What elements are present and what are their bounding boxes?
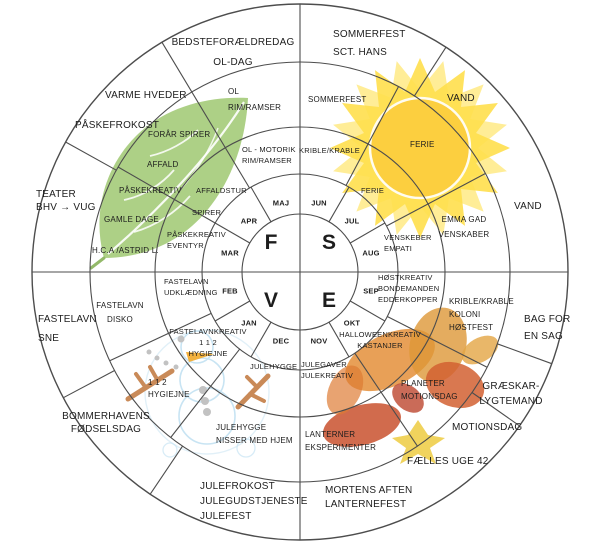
branch-arms (125, 365, 271, 410)
sector-label-easter-creative: PÅSKEKREATIV (119, 186, 182, 195)
sector-label-hca-astrid: H.C.A /ASTRID L. (92, 246, 159, 255)
quadrant-letter-autumn: E (321, 289, 337, 312)
sector-label-christmas-cosy-elves: JULEHYGGE NISSER MED HJEM (216, 423, 293, 445)
month-jun: JUN (311, 198, 327, 208)
sector-label-holiday-sun: FERIE (410, 140, 435, 149)
sector-label-christmas-cosy: JULEHYGGE (250, 362, 298, 371)
sector-label-fastelavn-disco: FASTELAVN DISKO (96, 301, 144, 324)
sector-label-motion-day: MOTIONSDAG (452, 422, 523, 433)
sector-label-easter-fairytale: PÅSKEKREATIV EVENTYR (167, 230, 226, 250)
month-feb: FEB (222, 286, 238, 296)
sector-label-grandparents-day: BEDSTEFORÆLDREDAG OL-DAG (171, 37, 295, 68)
month-mar: MAR (221, 248, 239, 258)
sector-label-planets-motion: PLANETER MOTIONSDAG (401, 379, 458, 401)
month-okt: OKT (343, 318, 361, 328)
sector-label-pumpkin-lantern: GRÆSKAR- LYGTEMAND (479, 381, 543, 407)
sector-label-water-right: VAND (514, 201, 542, 212)
summer-sun-illustration (330, 58, 510, 238)
autumn-leaves-illustration (323, 307, 499, 464)
sector-label-sprouts: SPIRER (192, 208, 222, 217)
month-maj: MAJ (272, 198, 290, 208)
sector-label-krible-krable: KRIBLE/KRABLE (299, 146, 360, 155)
sector-label-old-days: GAMLE DAGE (104, 215, 159, 224)
sector-label-waste-trip: AFFALDSTUR (196, 186, 247, 195)
spring-leaf-illustration (89, 97, 249, 270)
sector-label-christmas-gifts: JULEGAVER JULEKREATIV (301, 360, 354, 380)
month-dec: DEC (272, 336, 290, 346)
sector-label-warm-buns: VARME HVEDER (105, 90, 187, 101)
sector-label-bommerhaven-birthday: BOMMERHAVENS FØDSELSDAG (62, 411, 150, 435)
sector-label-ol-motor: OL - MOTORIK RIM/RAMSER (242, 145, 296, 165)
sector-label-spring-sprouts: FORÅR SPIRER (148, 130, 211, 139)
sector-label-mortens-evening: MORTENS AFTEN LANTERNEFEST (325, 485, 413, 510)
sector-label-bake-for-cause: BAG FOR EN SAG (524, 314, 571, 342)
quadrant-letter-summer: S (321, 231, 337, 254)
winter-snowman-illustration (125, 329, 271, 458)
month-jan: JAN (241, 318, 257, 328)
month-nov: NOV (310, 336, 328, 346)
sector-label-lanterns-experiments: LANTERNER EKSPERIMENTER (305, 430, 377, 452)
sector-label-fastelavn-dressup: FASTELAVN UDKLÆDNING (164, 277, 218, 297)
sector-label-krible-colony: KRIBLE/KRABLE KOLONI HØSTFEST (449, 297, 514, 332)
sector-label-christmas-events: JULEFROKOST JULEGUDSTJENESTE JULEFEST (200, 481, 308, 522)
sector-label-fastelavn-snow: FASTELAVN SNE (38, 314, 97, 344)
sector-label-harvest-creative: HØSTKREATIV BONDEMANDEN EDDERKOPPER (378, 273, 440, 304)
sector-label-summer-party-outer: SOMMERFEST SCT. HANS (333, 29, 406, 58)
wheel-sector-lines (32, 4, 568, 540)
sector-label-water-upper: VAND (447, 93, 475, 104)
sector-label-shared-week-42: FÆLLES UGE 42 (407, 456, 489, 467)
sector-label-theater: TEATER BHV → VUG (36, 189, 96, 213)
sector-label-summer-party-mid: SOMMERFEST (308, 95, 367, 104)
quadrant-letter-spring: F (264, 231, 278, 254)
sector-label-ol: OL RIM/RAMSER (228, 87, 282, 112)
sector-label-emma-gad: EMMA GAD VENSKABER (438, 215, 490, 239)
sector-label-waste: AFFALD (147, 160, 179, 169)
sector-label-halloween-chestnuts: HALLOWEENKREATIV KASTANJER (339, 330, 421, 350)
sector-label-friendship-empathy: VENSKEBER EMPATI (384, 233, 432, 253)
month-apr: APR (240, 216, 258, 226)
month-aug: AUG (362, 248, 380, 258)
sector-label-fastelavn-creative: FASTELAVNKREATIV 1 1 2 HYGIEJNE (169, 327, 247, 358)
month-jul: JUL (344, 216, 360, 226)
sector-label-hygiene-112-mid: 1 1 2 HYGIEJNE (148, 378, 190, 399)
quadrant-letter-winter: V (263, 289, 279, 312)
sector-label-holiday-inner: FERIE (361, 186, 385, 195)
sector-label-easter-lunch: PÅSKEFROKOST (75, 120, 160, 131)
month-sep: SEP (363, 286, 379, 296)
